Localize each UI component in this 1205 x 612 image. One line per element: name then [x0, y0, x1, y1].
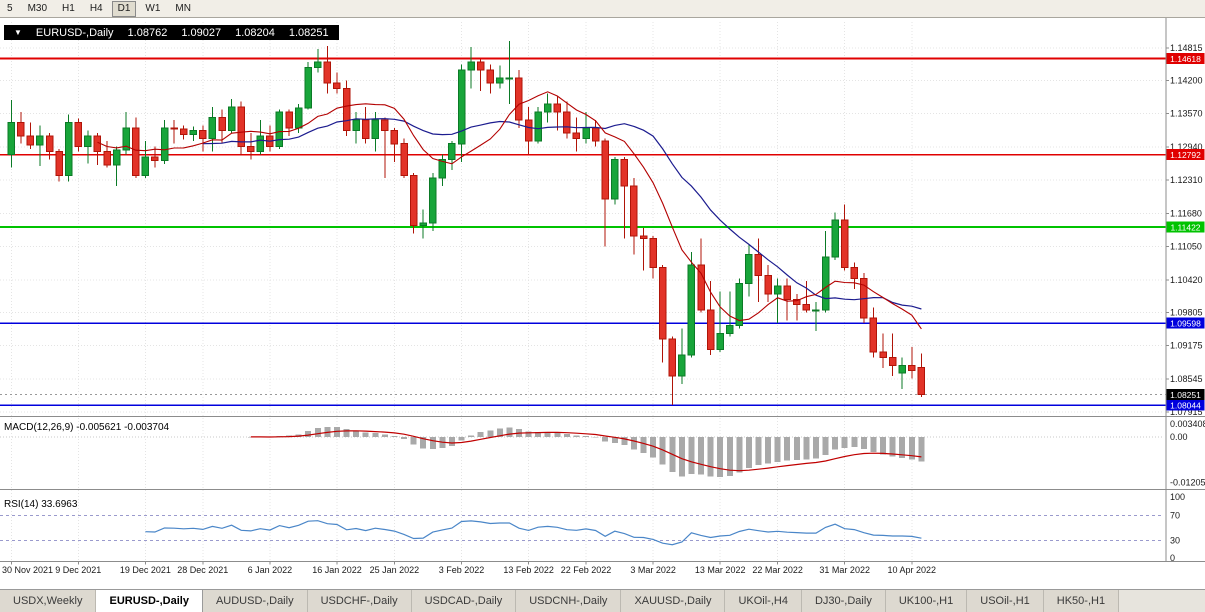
svg-text:30 Nov 2021: 30 Nov 2021	[2, 565, 53, 575]
svg-text:1.12310: 1.12310	[1170, 175, 1203, 185]
svg-text:3 Feb 2022: 3 Feb 2022	[439, 565, 485, 575]
rsi-pane: RSI(14) 33.6963	[0, 499, 1164, 546]
tab-usdchf-daily[interactable]: USDCHF-,Daily	[307, 590, 412, 612]
chart-title-bar[interactable]: ▼ EURUSD-,Daily 1.08762 1.09027 1.08204 …	[4, 25, 339, 40]
candlesticks	[7, 40, 926, 405]
svg-text:16 Jan 2022: 16 Jan 2022	[312, 565, 362, 575]
svg-text:1.14618: 1.14618	[1170, 54, 1201, 64]
chart-area[interactable]: MACD(12,26,9) -0.005621 -0.003704 RSI(14)…	[0, 18, 1205, 590]
ohlc-high-value: 1.09027	[181, 26, 222, 39]
svg-text:100: 100	[1170, 492, 1185, 502]
svg-text:-0.01205: -0.01205	[1170, 478, 1205, 488]
timeframe-button-d1[interactable]: D1	[111, 0, 137, 17]
tab-usdx-weekly[interactable]: USDX,Weekly	[0, 590, 97, 612]
svg-text:1.14815: 1.14815	[1170, 43, 1203, 53]
timeframe-button-mn[interactable]: MN	[175, 2, 191, 14]
svg-text:1.12940: 1.12940	[1170, 142, 1203, 152]
tab-dj30-daily[interactable]: DJ30-,Daily	[801, 590, 886, 612]
timeframe-toolbar: 5 M30 H1 H4 D1 W1 MN	[0, 0, 1205, 18]
svg-text:22 Mar 2022: 22 Mar 2022	[752, 565, 803, 575]
svg-text:0.00: 0.00	[1170, 432, 1188, 442]
tab-uk100-h1[interactable]: UK100-,H1	[885, 590, 968, 612]
chart-tabs-bar: USDX,Weekly EURUSD-,Daily AUDUSD-,Daily USD…	[0, 589, 1205, 612]
svg-text:1.09175: 1.09175	[1170, 341, 1203, 351]
ohlc-close-value: 1.08251	[288, 26, 329, 39]
tab-audusd-daily[interactable]: AUDUSD-,Daily	[202, 590, 308, 612]
chart-svg[interactable]: MACD(12,26,9) -0.005621 -0.003704 RSI(14)…	[0, 18, 1205, 590]
ohlc-low-value: 1.08204	[235, 26, 275, 39]
svg-text:6 Jan 2022: 6 Jan 2022	[248, 565, 293, 575]
tab-usdcad-daily[interactable]: USDCAD-,Daily	[411, 590, 517, 612]
svg-text:1.10420: 1.10420	[1170, 275, 1203, 285]
timeframe-button-h1[interactable]: H1	[62, 2, 75, 14]
timeframe-button-5[interactable]: 5	[7, 2, 13, 14]
svg-text:10 Apr 2022: 10 Apr 2022	[888, 565, 937, 575]
svg-text:22 Feb 2022: 22 Feb 2022	[561, 565, 612, 575]
timeframe-button-m30[interactable]: M30	[27, 2, 48, 14]
svg-text:1.11422: 1.11422	[1170, 223, 1200, 233]
tab-usoil-h1[interactable]: USOil-,H1	[967, 590, 1044, 612]
pane-separators[interactable]	[0, 18, 1205, 562]
ohlc-open-value: 1.08762	[127, 26, 168, 39]
moving-averages	[97, 91, 922, 330]
tab-xauusd-daily[interactable]: XAUUSD-,Daily	[621, 590, 726, 612]
svg-text:1.08044: 1.08044	[1170, 401, 1201, 411]
svg-text:1.13570: 1.13570	[1170, 109, 1203, 119]
svg-text:1.11680: 1.11680	[1170, 208, 1202, 218]
price-axis[interactable]: 1.14815 1.14200 1.13570 1.12940 1.12310 1.116…	[1166, 43, 1205, 563]
svg-text:31 Mar 2022: 31 Mar 2022	[819, 565, 870, 575]
svg-text:28 Dec 2021: 28 Dec 2021	[177, 565, 228, 575]
svg-text:1.12792: 1.12792	[1170, 150, 1201, 160]
tab-usdcnh-daily[interactable]: USDCNH-,Daily	[516, 590, 622, 612]
svg-text:1.08545: 1.08545	[1170, 374, 1203, 384]
svg-text:1.11050: 1.11050	[1170, 242, 1202, 252]
macd-pane: MACD(12,26,9) -0.005621 -0.003704	[0, 422, 1164, 477]
tab-ukoil-h4[interactable]: UKOil-,H4	[725, 590, 802, 612]
svg-text:25 Jan 2022: 25 Jan 2022	[370, 565, 420, 575]
svg-text:13 Mar 2022: 13 Mar 2022	[695, 565, 746, 575]
timeframe-button-w1[interactable]: W1	[145, 2, 161, 14]
chart-grid	[0, 22, 1164, 562]
chart-dropdown-icon[interactable]: ▼	[14, 28, 22, 37]
horizontal-level-lines[interactable]	[0, 57, 1166, 407]
svg-text:0.003408: 0.003408	[1170, 419, 1205, 429]
svg-text:9 Dec 2021: 9 Dec 2021	[55, 565, 101, 575]
svg-text:13 Feb 2022: 13 Feb 2022	[503, 565, 554, 575]
svg-text:0: 0	[1170, 553, 1175, 563]
tab-eurusd-daily[interactable]: EURUSD-,Daily	[96, 590, 203, 612]
timeframe-button-h4[interactable]: H4	[89, 2, 103, 14]
svg-text:1.08251: 1.08251	[1170, 390, 1201, 400]
chart-canvas[interactable]: MACD(12,26,9) -0.005621 -0.003704 RSI(14)…	[0, 18, 1205, 590]
svg-text:RSI(14) 33.6963: RSI(14) 33.6963	[4, 499, 78, 510]
svg-text:19 Dec 2021: 19 Dec 2021	[120, 565, 171, 575]
svg-text:1.07915: 1.07915	[1170, 407, 1203, 417]
svg-text:3 Mar 2022: 3 Mar 2022	[630, 565, 676, 575]
time-axis[interactable]: 30 Nov 2021 9 Dec 2021 19 Dec 2021 28 Dec 2…	[2, 561, 937, 576]
chart-symbol-label: EURUSD-,Daily	[35, 26, 114, 39]
svg-text:70: 70	[1170, 511, 1180, 521]
svg-text:MACD(12,26,9) -0.005621 -0.003: MACD(12,26,9) -0.005621 -0.003704	[4, 422, 170, 433]
svg-text:1.09598: 1.09598	[1170, 319, 1201, 329]
svg-text:30: 30	[1170, 535, 1180, 545]
tab-hk50-h1[interactable]: HK50-,H1	[1043, 590, 1120, 612]
svg-text:1.14200: 1.14200	[1170, 75, 1203, 85]
svg-text:1.09805: 1.09805	[1170, 307, 1203, 317]
